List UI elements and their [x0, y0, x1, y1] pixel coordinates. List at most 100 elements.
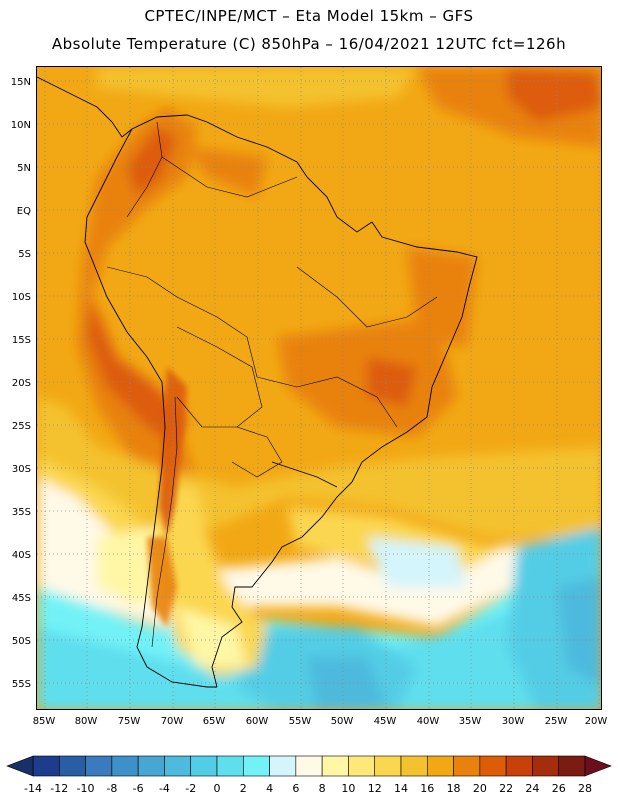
amazon-coast: [351, 221, 478, 483]
lon-label-25w: 25W: [544, 716, 568, 727]
south-brazil-coast: [211, 481, 353, 688]
lon-label-85w: 85W: [32, 716, 56, 727]
colorbar-tick-label: 8: [318, 782, 326, 795]
lat-label-40s: 40S: [11, 550, 31, 561]
uruguay-coast: [271, 461, 338, 488]
colorbar: [6, 755, 612, 777]
colorbar-tick-label: -14: [24, 782, 42, 795]
colorbar-tick-label: -10: [76, 782, 95, 795]
lat-label-5s: 5S: [18, 249, 31, 260]
colorbar-swatch: [32, 755, 60, 777]
colorbar-tick-label: 10: [341, 782, 356, 795]
lat-label-15n: 15N: [10, 77, 31, 88]
colorbar-tick-label: 14: [394, 782, 408, 795]
lon-label-75w: 75W: [117, 716, 141, 727]
colorbar-swatch: [400, 755, 428, 777]
lat-label-5n: 5N: [17, 163, 31, 174]
lat-label-10s: 10S: [11, 292, 31, 303]
country-borders: [106, 121, 438, 648]
colorbar-swatch: [111, 755, 139, 777]
lat-label-20s: 20S: [11, 378, 31, 389]
colorbar-tick-label: 16: [420, 782, 435, 795]
border-colombia-venezuela: [126, 121, 163, 218]
lon-label-60w: 60W: [245, 716, 269, 727]
lon-label-35w: 35W: [458, 716, 482, 727]
colorbar-swatch: [505, 755, 533, 777]
coastlines: [37, 76, 478, 688]
border-brazil-states: [296, 266, 438, 328]
colorbar-swatch: [295, 755, 323, 777]
patagonia-cream: [177, 607, 247, 667]
colorbar-tick-label: 4: [266, 782, 274, 795]
pacific-coast: [84, 128, 217, 688]
colorbar-swatch: [348, 755, 376, 777]
colorbar-swatch: [164, 755, 192, 777]
temperature-field: [37, 67, 601, 709]
lat-label-30s: 30S: [11, 464, 31, 475]
colorbar-tick-label: -12: [50, 782, 69, 795]
map-title-line-2: Absolute Temperature (C) 850hPa – 16/04/…: [51, 35, 567, 53]
colorbar-swatch: [216, 755, 244, 777]
andes-far-south: [147, 537, 177, 627]
lat-label-eq: EQ: [16, 206, 31, 217]
cool-band-north: [97, 67, 417, 107]
colorbar-swatch: [558, 755, 586, 777]
lon-label-80w: 80W: [74, 716, 98, 727]
colorbar-tick-label: 22: [499, 782, 514, 795]
light-cyan-patch: [367, 537, 467, 587]
colorbar-tick-label: 28: [578, 782, 592, 795]
colorbar-over-arrow: [584, 755, 612, 777]
lat-label-45s: 45S: [11, 593, 31, 604]
colorbar-tick-label: 0: [213, 782, 221, 795]
colorbar-tick-label: 20: [472, 782, 487, 795]
border-argentina-chile: [151, 396, 178, 648]
lon-label-45w: 45W: [373, 716, 397, 727]
border-brazil-inner: [256, 376, 398, 428]
colorbar-swatch: [58, 755, 86, 777]
colorbar-swatch: [85, 755, 113, 777]
colorbar-swatch: [374, 755, 402, 777]
colorbar-tick-label: 2: [239, 782, 247, 795]
colorbar-tick-label: -2: [185, 782, 197, 795]
lon-label-70w: 70W: [160, 716, 184, 727]
colorbar-swatch: [453, 755, 481, 777]
colorbar-tick-label: -6: [132, 782, 144, 795]
colorbar-swatch: [269, 755, 297, 777]
graticule: [37, 67, 601, 709]
colorbar-swatch: [532, 755, 560, 777]
colorbar-tick-label: 6: [292, 782, 300, 795]
colorbar-under-arrow: [6, 755, 34, 777]
lat-label-50s: 50S: [11, 636, 31, 647]
colorbar-tick-label: -4: [158, 782, 170, 795]
andes-hot-north: [127, 127, 177, 197]
lat-label-10n: 10N: [10, 120, 31, 131]
border-peru-brazil: [106, 266, 258, 378]
colorbar-swatch: [479, 755, 507, 777]
lon-label-55w: 55W: [288, 716, 312, 727]
venezuela-warm: [187, 147, 267, 197]
lon-label-30w: 30W: [501, 716, 525, 727]
lon-label-40w: 40W: [416, 716, 440, 727]
colorbar-tick-label: 24: [525, 782, 540, 795]
lat-label-35s: 35S: [11, 507, 31, 518]
caribbean-coast: [131, 114, 373, 233]
colorbar-swatch: [321, 755, 349, 777]
border-venezuela-brazil: [161, 156, 298, 198]
lat-label-15s: 15S: [11, 335, 31, 346]
colorbar-swatch: [137, 755, 165, 777]
colorbar-swatch: [242, 755, 270, 777]
colorbar-swatch: [190, 755, 218, 777]
colorbar-tick-label: 12: [367, 782, 382, 795]
colorbar-swatch: [426, 755, 454, 777]
lat-label-25s: 25S: [11, 421, 31, 432]
deep-blue-southeast: [557, 577, 601, 686]
colorbar-tick-label: 18: [446, 782, 461, 795]
lon-label-20w: 20W: [584, 716, 608, 727]
border-paraguay: [231, 426, 283, 478]
border-bolivia: [176, 326, 263, 428]
central-america-coast: [37, 76, 133, 138]
colorbar-tick-label: 26: [551, 782, 566, 795]
lat-label-55s: 55S: [11, 679, 31, 690]
colorbar-tick-label: -8: [106, 782, 118, 795]
andes-hot-central: [87, 297, 187, 447]
